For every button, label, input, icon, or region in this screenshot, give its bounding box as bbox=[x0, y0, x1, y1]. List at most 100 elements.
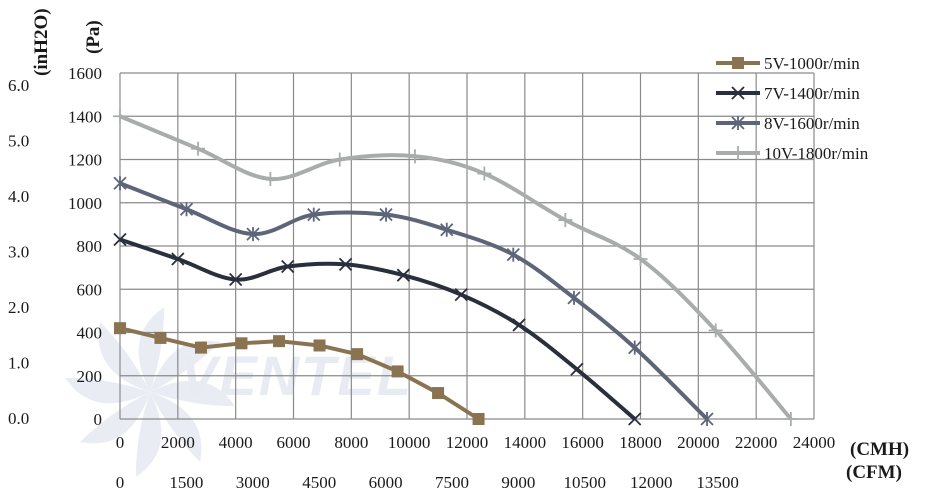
y-tick-label-pa: 400 bbox=[77, 324, 103, 343]
data-point bbox=[407, 149, 422, 164]
x-tick-label-cmh: 20000 bbox=[677, 433, 720, 452]
marker-asterisk bbox=[379, 207, 393, 222]
data-point bbox=[567, 290, 581, 305]
data-point bbox=[191, 141, 206, 156]
marker-x bbox=[396, 268, 411, 282]
data-point bbox=[477, 166, 492, 181]
marker-asterisk bbox=[179, 202, 194, 217]
y-unit-inh2o: (inH2O) bbox=[31, 8, 52, 76]
marker-plus bbox=[783, 412, 798, 426]
marker-plus bbox=[633, 251, 648, 266]
legend: 5V-1000r/min 7V-1400r/min 8V-1600r/min 10V-… bbox=[716, 54, 869, 163]
y-tick-label-pa: 1000 bbox=[68, 194, 102, 213]
marker-x bbox=[281, 259, 295, 274]
series-line bbox=[119, 237, 637, 421]
marker-x bbox=[570, 362, 584, 376]
data-point bbox=[731, 146, 745, 160]
marker-square bbox=[351, 348, 364, 361]
data-point bbox=[432, 387, 445, 400]
y-tick-label-inh2o: 6.0 bbox=[8, 76, 29, 95]
data-point bbox=[113, 176, 127, 191]
x-tick-label-cmh: 0 bbox=[116, 433, 125, 452]
y-unit-pa: (Pa) bbox=[83, 20, 104, 54]
marker-asterisk bbox=[628, 340, 642, 355]
marker-x bbox=[731, 86, 745, 100]
data-point bbox=[113, 109, 127, 124]
data-point bbox=[628, 412, 642, 426]
x-tick-label-cmh: 10000 bbox=[388, 433, 431, 452]
watermark-blade bbox=[138, 307, 165, 392]
marker-asterisk bbox=[567, 290, 581, 305]
data-point bbox=[307, 207, 321, 222]
watermark-blade bbox=[135, 392, 162, 477]
data-point bbox=[454, 288, 468, 302]
data-point bbox=[194, 341, 207, 354]
marker-x bbox=[229, 272, 243, 287]
series-line bbox=[119, 326, 480, 421]
data-point bbox=[281, 259, 295, 274]
marker-plus bbox=[708, 323, 723, 338]
data-point bbox=[396, 268, 411, 282]
data-point bbox=[440, 222, 454, 237]
data-point bbox=[246, 227, 260, 242]
marker-square bbox=[732, 57, 744, 69]
marker-asterisk bbox=[440, 222, 454, 237]
chart-grid bbox=[119, 72, 815, 420]
marker-asterisk bbox=[731, 116, 745, 130]
marker-asterisk bbox=[700, 412, 714, 426]
legend-label: 10V-1800r/min bbox=[764, 144, 869, 163]
series-line bbox=[119, 181, 709, 421]
series-7V-1400r/min bbox=[113, 232, 642, 426]
axis-units: (inH2O) (Pa) (CMH) (CFM) bbox=[31, 8, 909, 483]
data-point bbox=[700, 412, 714, 426]
data-point bbox=[179, 202, 194, 217]
legend-label: 8V-1600r/min bbox=[764, 114, 860, 133]
marker-plus bbox=[731, 146, 745, 160]
data-point bbox=[338, 257, 353, 272]
series-10V-1800r/min bbox=[113, 109, 798, 426]
data-point bbox=[731, 86, 745, 100]
x-tick-label-cmh: 2000 bbox=[161, 433, 195, 452]
y-tick-label-inh2o: 5.0 bbox=[8, 132, 29, 151]
data-point bbox=[512, 318, 526, 332]
legend-item: 8V-1600r/min bbox=[716, 114, 860, 133]
series-8V-1600r/min bbox=[113, 176, 714, 426]
x-tick-label-cfm: 1500 bbox=[169, 473, 203, 492]
y-tick-label-inh2o: 2.0 bbox=[8, 298, 29, 317]
y-tick-label-pa: 1400 bbox=[68, 107, 102, 126]
legend-label: 5V-1000r/min bbox=[764, 54, 860, 73]
legend-label: 7V-1400r/min bbox=[764, 84, 860, 103]
data-point bbox=[113, 232, 127, 247]
data-point bbox=[171, 252, 185, 266]
legend-item: 5V-1000r/min bbox=[716, 54, 860, 73]
marker-square bbox=[194, 341, 207, 354]
marker-x bbox=[171, 252, 185, 266]
x-unit-cmh: (CMH) bbox=[850, 439, 909, 460]
marker-plus bbox=[477, 166, 492, 181]
axis-tick-labels: 160014001200100080060040020006.05.04.03.… bbox=[8, 64, 835, 492]
data-point bbox=[332, 152, 347, 167]
marker-square bbox=[391, 365, 404, 378]
y-tick-label-pa: 1200 bbox=[68, 151, 102, 170]
marker-plus bbox=[558, 213, 573, 228]
data-point bbox=[313, 339, 326, 352]
watermark-fan-icon bbox=[65, 307, 235, 477]
marker-square bbox=[235, 337, 248, 350]
data-point bbox=[235, 337, 248, 350]
marker-asterisk bbox=[246, 227, 260, 242]
y-tick-label-pa: 0 bbox=[94, 410, 103, 429]
y-tick-label-inh2o: 3.0 bbox=[8, 243, 29, 262]
x-tick-label-cfm: 7500 bbox=[435, 473, 469, 492]
data-point bbox=[628, 340, 642, 355]
data-point bbox=[506, 247, 520, 262]
y-tick-label-pa: 600 bbox=[77, 280, 103, 299]
marker-plus bbox=[263, 171, 278, 186]
data-point bbox=[570, 362, 584, 376]
x-tick-label-cmh: 12000 bbox=[446, 433, 489, 452]
marker-square bbox=[114, 322, 126, 335]
x-tick-label-cmh: 18000 bbox=[619, 433, 662, 452]
data-point bbox=[731, 116, 745, 130]
data-point bbox=[708, 323, 723, 338]
data-point bbox=[472, 413, 485, 425]
